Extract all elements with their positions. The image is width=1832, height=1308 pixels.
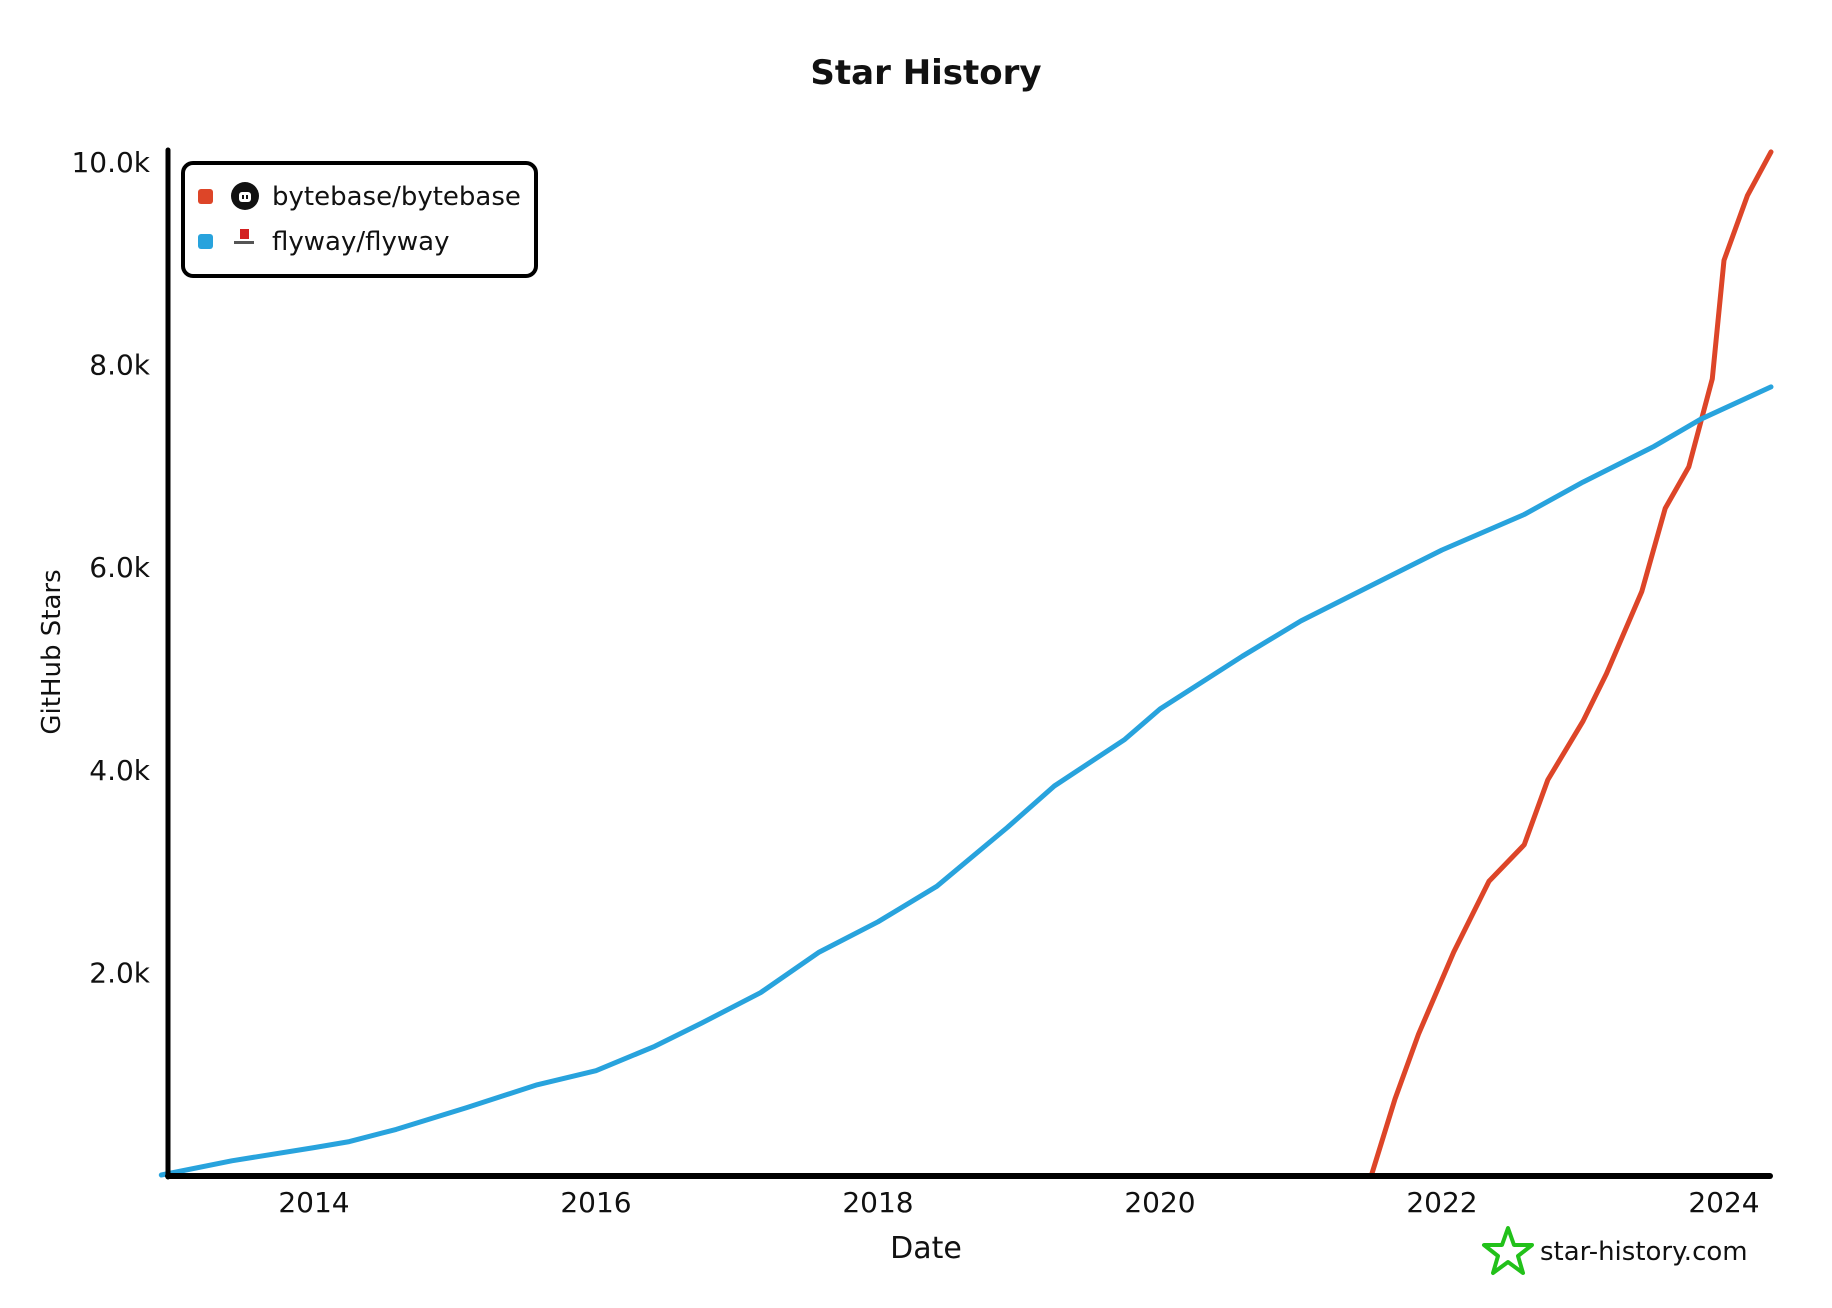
series-line-flyway	[158, 384, 1774, 1178]
watermark: star-history.com	[1482, 1226, 1748, 1275]
watermark-text: star-history.com	[1540, 1237, 1748, 1267]
y-tick-label: 2.0k	[89, 956, 151, 989]
legend-label-bytebase: bytebase/bytebase	[272, 182, 521, 212]
series-lines	[158, 149, 1774, 1178]
x-tick-labels: 2014 2016 2018 2020 2022 2024	[278, 1186, 1759, 1219]
y-axis-label: GitHub Stars	[37, 569, 67, 734]
star-logo-icon	[1482, 1226, 1534, 1275]
flyway-logo-icon	[234, 229, 254, 244]
x-tick-label: 2024	[1688, 1186, 1759, 1219]
legend-label-flyway: flyway/flyway	[272, 227, 449, 257]
y-tick-label: 8.0k	[89, 349, 151, 382]
legend-swatch-bytebase	[198, 189, 213, 204]
x-tick-label: 2014	[278, 1186, 349, 1219]
legend: bytebase/bytebase flyway/flyway	[181, 161, 538, 278]
x-tick-label: 2016	[560, 1186, 631, 1219]
y-tick-label: 4.0k	[89, 754, 151, 787]
series-line-bytebase	[1369, 149, 1774, 1178]
legend-box	[181, 161, 538, 278]
x-axis-label: Date	[890, 1231, 962, 1266]
y-tick-labels: 2.0k 4.0k 6.0k 8.0k 10.0k	[71, 146, 150, 989]
x-tick-label: 2020	[1124, 1186, 1195, 1219]
y-tick-label: 6.0k	[89, 551, 151, 584]
x-tick-label: 2022	[1406, 1186, 1477, 1219]
x-tick-label: 2018	[842, 1186, 913, 1219]
github-icon	[231, 182, 259, 210]
legend-swatch-flyway	[198, 234, 213, 249]
y-tick-label: 10.0k	[71, 146, 150, 179]
chart-title: Star History	[810, 53, 1041, 93]
